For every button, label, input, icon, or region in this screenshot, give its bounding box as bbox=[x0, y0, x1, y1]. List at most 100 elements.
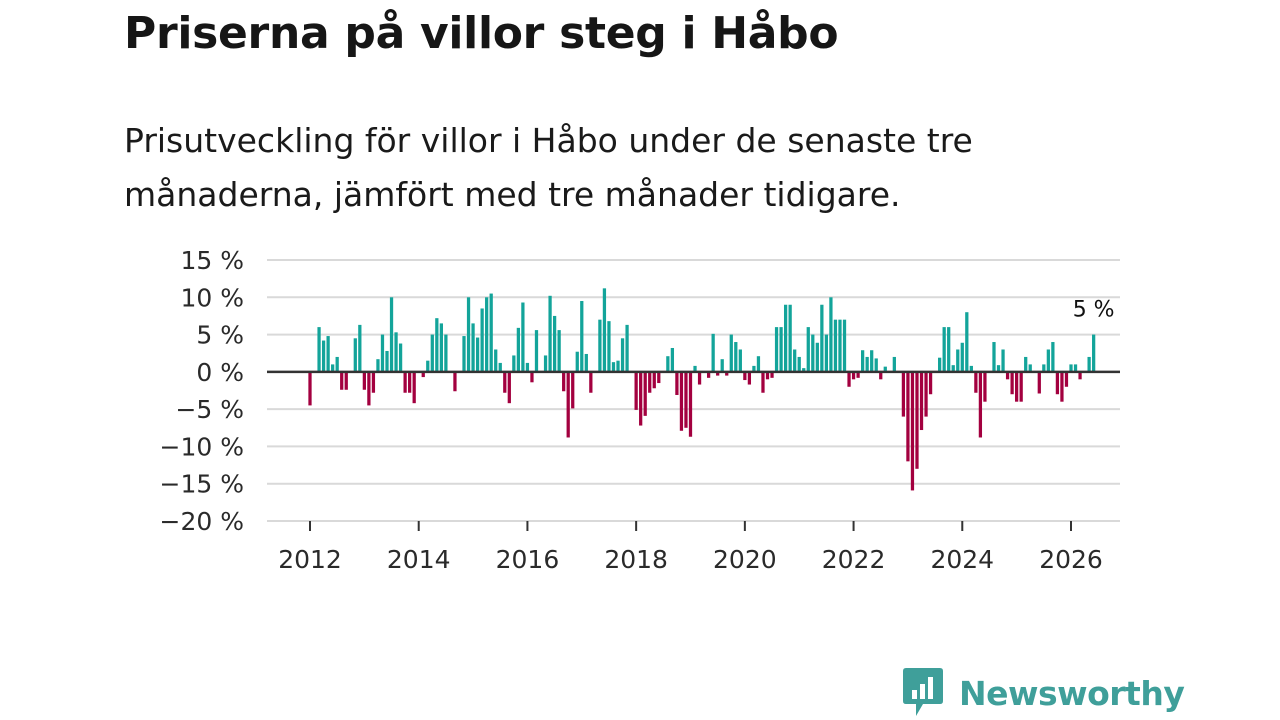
data-bar bbox=[879, 371, 883, 380]
data-bar bbox=[648, 371, 652, 393]
newsworthy-logo-icon bbox=[903, 668, 943, 716]
data-bar bbox=[421, 371, 425, 378]
data-bar bbox=[729, 334, 733, 372]
data-bar bbox=[1051, 342, 1055, 372]
axes bbox=[267, 370, 1120, 531]
data-bar bbox=[951, 365, 955, 372]
chart-title: Priserna på villor steg i Håbo bbox=[124, 8, 839, 59]
data-bar bbox=[978, 371, 983, 438]
data-bar bbox=[575, 351, 579, 372]
data-bar bbox=[947, 327, 951, 372]
data-bar bbox=[734, 342, 738, 372]
x-tick-label: 2020 bbox=[713, 545, 777, 574]
data-bar bbox=[308, 371, 312, 406]
data-bar bbox=[675, 371, 679, 395]
data-bar bbox=[548, 295, 552, 372]
data-bar bbox=[811, 334, 815, 372]
bars bbox=[308, 288, 1096, 491]
data-bar bbox=[1042, 364, 1046, 372]
data-bar bbox=[530, 371, 534, 383]
data-bar bbox=[471, 323, 475, 372]
data-bar bbox=[838, 319, 842, 372]
data-bar bbox=[534, 330, 539, 372]
data-bar bbox=[412, 371, 416, 404]
data-bar bbox=[965, 312, 969, 372]
data-bar bbox=[924, 371, 928, 417]
data-bar bbox=[480, 308, 484, 372]
data-bar bbox=[919, 371, 924, 431]
chart-subtitle: Prisutveckling för villor i Håbo under d… bbox=[124, 121, 973, 214]
data-bar bbox=[344, 371, 348, 390]
data-bar bbox=[693, 365, 697, 372]
data-bar bbox=[353, 338, 357, 372]
data-bar bbox=[557, 330, 561, 372]
data-bar bbox=[992, 342, 996, 372]
data-bar bbox=[552, 315, 557, 372]
data-bar bbox=[697, 371, 702, 385]
brand-name: Newsworthy bbox=[959, 673, 1185, 713]
data-bar bbox=[498, 362, 502, 372]
data-bar bbox=[842, 319, 847, 372]
data-bar bbox=[783, 304, 788, 372]
data-bar bbox=[571, 371, 575, 409]
data-bar bbox=[711, 333, 715, 372]
data-bar bbox=[376, 359, 380, 372]
data-bar bbox=[956, 349, 960, 372]
data-bar bbox=[1019, 371, 1023, 402]
data-bar bbox=[716, 371, 720, 376]
data-bar bbox=[969, 365, 973, 372]
data-bar bbox=[706, 371, 711, 378]
data-bar bbox=[507, 371, 511, 404]
data-bar bbox=[815, 342, 819, 372]
labels: 15 % 10 % 5 % 0 % −5 % −10 % −15 % −20 % 2012 201… bbox=[160, 246, 1115, 574]
data-bar bbox=[489, 293, 493, 372]
y-tick-label: −10 % bbox=[160, 432, 244, 461]
data-bar bbox=[788, 304, 792, 372]
data-bar bbox=[820, 304, 824, 372]
data-bar bbox=[806, 327, 810, 372]
data-bar bbox=[331, 364, 335, 372]
data-bar bbox=[566, 371, 570, 438]
data-bar bbox=[983, 371, 987, 402]
y-tick-label: 5 % bbox=[196, 321, 244, 350]
y-tick-label: −15 % bbox=[160, 470, 244, 499]
data-bar bbox=[398, 343, 403, 372]
data-bar bbox=[394, 332, 398, 372]
data-bar bbox=[1078, 371, 1082, 380]
data-bar bbox=[516, 327, 520, 372]
data-bar bbox=[475, 337, 480, 372]
data-bar bbox=[607, 321, 611, 372]
data-bar bbox=[462, 336, 466, 372]
y-tick-label: −20 % bbox=[160, 507, 244, 536]
data-bar bbox=[657, 371, 661, 384]
data-bar bbox=[466, 297, 471, 372]
x-tick-label: 2012 bbox=[278, 545, 342, 574]
data-bar bbox=[752, 365, 756, 372]
data-bar bbox=[562, 371, 566, 392]
data-bar bbox=[756, 356, 761, 372]
data-bar bbox=[1005, 371, 1010, 380]
data-bar bbox=[793, 349, 797, 372]
data-bar bbox=[725, 371, 729, 376]
data-bar bbox=[802, 368, 806, 372]
data-bar bbox=[362, 371, 366, 390]
data-bar bbox=[611, 362, 616, 372]
data-bar bbox=[389, 297, 394, 372]
x-tick-label: 2026 bbox=[1039, 545, 1103, 574]
data-bar bbox=[892, 356, 896, 372]
data-bar bbox=[1024, 356, 1028, 372]
data-bar bbox=[910, 371, 915, 491]
data-bar bbox=[938, 357, 942, 372]
data-bar bbox=[738, 349, 742, 372]
data-bar bbox=[670, 347, 675, 372]
data-bar bbox=[829, 297, 833, 372]
data-bar bbox=[928, 371, 933, 395]
data-bar bbox=[512, 355, 516, 372]
data-bar bbox=[494, 349, 498, 372]
data-bar bbox=[340, 371, 344, 390]
data-bar bbox=[503, 371, 507, 393]
data-bar bbox=[634, 371, 638, 410]
data-bar bbox=[1015, 371, 1019, 402]
data-bar bbox=[774, 327, 779, 372]
